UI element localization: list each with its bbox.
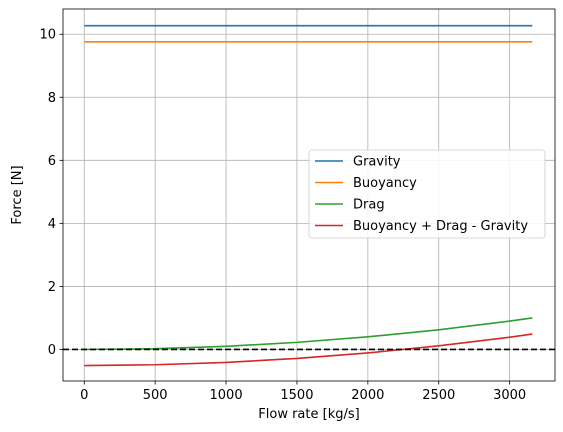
x-tick-label: 1000 — [210, 388, 243, 403]
series-line-3 — [84, 317, 533, 351]
y-tick-label: 4 — [48, 217, 56, 232]
x-axis: 0 500 1000 1500 2000 2500 3000 — [80, 381, 526, 403]
y-tick-label: 10 — [39, 28, 56, 43]
legend-label: Gravity — [353, 155, 401, 170]
x-axis-label: Flow rate [kg/s] — [258, 407, 359, 422]
legend-label: Buoyancy + Drag - Gravity — [353, 219, 528, 234]
legend-label: Buoyancy — [353, 176, 417, 191]
x-tick-label: 500 — [143, 388, 168, 403]
legend-label: Drag — [353, 198, 385, 213]
x-tick-label: 3000 — [493, 388, 526, 403]
y-axis: 0 2 4 6 8 10 — [39, 28, 63, 358]
legend-box — [308, 149, 546, 239]
series-line-4 — [84, 333, 533, 367]
x-tick-label: 1500 — [280, 388, 313, 403]
y-tick-label: 0 — [48, 343, 56, 358]
x-tick-label: 0 — [80, 388, 88, 403]
y-tick-label: 2 — [48, 280, 56, 295]
y-tick-label: 8 — [48, 91, 56, 106]
plot-series — [63, 24, 555, 367]
y-axis-label: Force [N] — [10, 165, 25, 224]
x-tick-label: 2500 — [422, 388, 455, 403]
plot-area-frame — [62, 8, 556, 382]
y-tick-label: 6 — [48, 154, 56, 169]
legend: Gravity Buoyancy Drag Buoyancy + Drag - Gra… — [308, 149, 546, 239]
x-tick-label: 2000 — [351, 388, 384, 403]
